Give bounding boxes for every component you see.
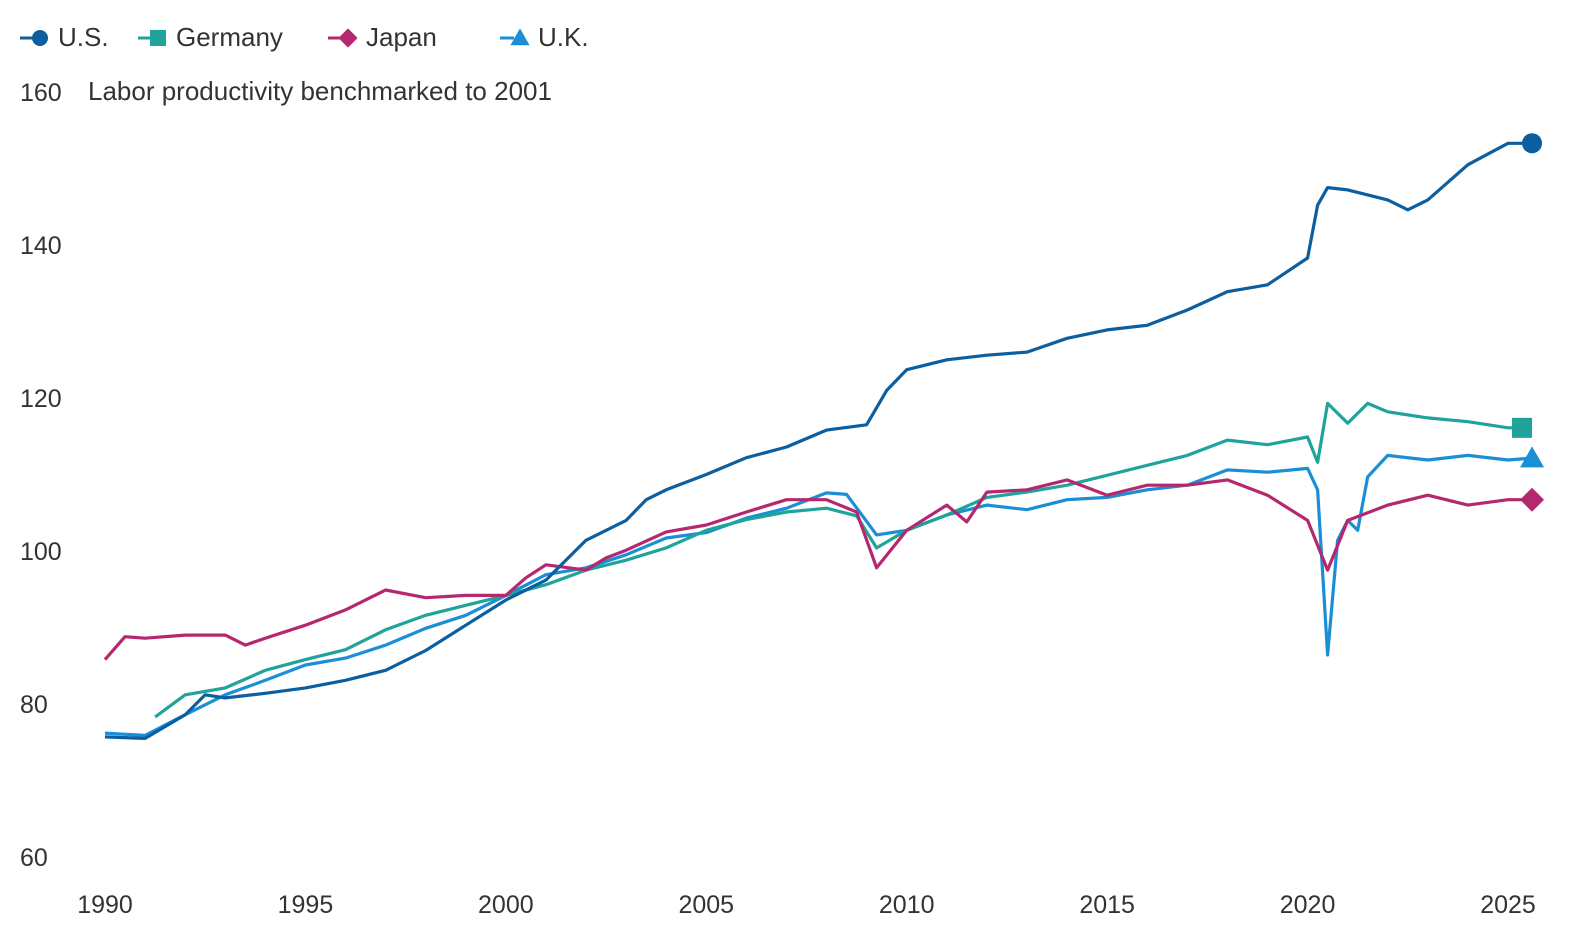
chart-title: Labor productivity benchmarked to 2001	[88, 76, 552, 106]
legend-label: Germany	[176, 22, 283, 52]
end-marker-diamond-icon	[1520, 487, 1545, 512]
y-tick-label: 140	[20, 232, 62, 260]
legend-label: U.K.	[538, 22, 589, 52]
legend-label: U.S.	[58, 22, 109, 52]
y-tick-label: 120	[20, 385, 62, 413]
legend-diamond-icon	[338, 28, 358, 48]
series-line-us	[104, 141, 1528, 741]
y-tick-label: 80	[20, 691, 48, 719]
end-marker-circle-icon	[1522, 133, 1543, 154]
x-tick-label: 2015	[1079, 891, 1135, 919]
end-marker-square-icon	[1512, 417, 1533, 438]
end-marker-triangle-icon	[1520, 446, 1545, 468]
legend-square-icon	[150, 30, 166, 46]
x-tick-label: 1995	[278, 891, 334, 919]
series-line-germany	[154, 401, 1518, 719]
x-tick-label: 2020	[1280, 891, 1336, 919]
legend: U.S. Germany Japan U.K.	[20, 22, 589, 52]
series-line-uk	[104, 453, 1529, 738]
x-tick-label: 2025	[1480, 891, 1536, 919]
x-tick-label: 2000	[478, 891, 534, 919]
y-tick-label: 100	[20, 538, 62, 566]
y-tick-label: 160	[20, 79, 62, 107]
x-tick-label: 2010	[879, 891, 935, 919]
y-tick-label: 60	[20, 844, 48, 872]
series-line-japan	[103, 478, 1528, 661]
legend-label: Japan	[366, 22, 437, 52]
x-tick-label: 2005	[678, 891, 734, 919]
x-tick-label: 1990	[77, 891, 133, 919]
legend-triangle-icon	[510, 28, 530, 46]
legend-circle-icon	[32, 30, 48, 46]
